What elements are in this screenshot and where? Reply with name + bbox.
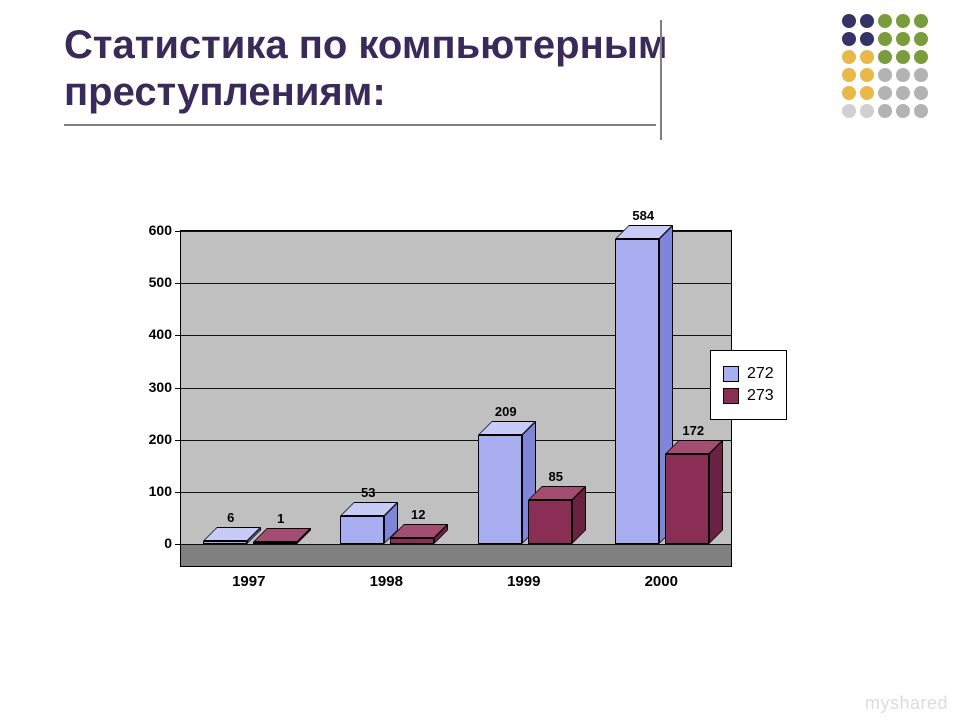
y-axis-label: 0 <box>132 535 172 551</box>
decor-dot <box>914 32 928 46</box>
legend-label: 273 <box>747 387 774 405</box>
decor-dot <box>878 104 892 118</box>
decor-dot <box>896 14 910 28</box>
bar-value-label: 584 <box>632 208 654 223</box>
legend-label: 272 <box>747 365 774 383</box>
decor-dot-grid <box>842 14 930 120</box>
chart-bar <box>665 440 723 544</box>
decor-dot <box>860 14 874 28</box>
y-axis-label: 400 <box>132 326 172 342</box>
legend-swatch <box>723 366 739 382</box>
chart-floor <box>181 544 731 566</box>
chart-bar <box>528 486 586 544</box>
decor-dot <box>842 14 856 28</box>
decor-dot <box>896 104 910 118</box>
chart-plot-area <box>180 230 732 567</box>
chart-bar <box>390 524 448 544</box>
y-tick <box>175 544 181 545</box>
y-tick <box>175 335 181 336</box>
bar-value-label: 53 <box>361 485 375 500</box>
bar-value-label: 172 <box>682 423 704 438</box>
x-axis-label: 2000 <box>645 573 678 590</box>
y-tick <box>175 283 181 284</box>
y-tick <box>175 388 181 389</box>
decor-dot <box>842 32 856 46</box>
decor-dot <box>878 14 892 28</box>
decor-dot <box>842 50 856 64</box>
bar-chart: 0100200300400500600199761199853121999209… <box>125 230 800 610</box>
decor-dot <box>878 32 892 46</box>
decor-dot <box>878 68 892 82</box>
decor-dot <box>878 50 892 64</box>
decor-dot <box>896 86 910 100</box>
y-tick <box>175 492 181 493</box>
watermark: myshared <box>865 693 948 714</box>
chart-legend: 272273 <box>710 350 787 420</box>
decor-dot <box>914 50 928 64</box>
decor-dot <box>878 86 892 100</box>
y-axis-label: 200 <box>132 431 172 447</box>
decor-dot <box>896 32 910 46</box>
chart-gridline <box>181 544 731 545</box>
decor-dot <box>914 86 928 100</box>
x-axis-label: 1998 <box>370 573 403 590</box>
decor-dot <box>842 104 856 118</box>
title-vertical-line <box>660 20 662 140</box>
y-axis-label: 500 <box>132 274 172 290</box>
decor-dot <box>914 68 928 82</box>
decor-dot <box>842 86 856 100</box>
bar-value-label: 85 <box>549 469 563 484</box>
bar-value-label: 6 <box>227 510 234 525</box>
decor-dot <box>896 68 910 82</box>
decor-dot <box>860 50 874 64</box>
decor-dot <box>896 50 910 64</box>
decor-dot <box>914 14 928 28</box>
y-axis-label: 300 <box>132 379 172 395</box>
decor-dot <box>860 104 874 118</box>
legend-item: 273 <box>723 387 774 405</box>
title-underline <box>64 124 656 126</box>
decor-dot <box>860 32 874 46</box>
bar-value-label: 1 <box>277 511 284 526</box>
y-axis-label: 600 <box>132 222 172 238</box>
decor-dot <box>860 86 874 100</box>
bar-value-label: 12 <box>411 507 425 522</box>
y-tick <box>175 440 181 441</box>
legend-item: 272 <box>723 365 774 383</box>
decor-dot <box>914 104 928 118</box>
chart-bar <box>253 528 311 544</box>
decor-dot <box>860 68 874 82</box>
page-title: Статистика по компьютерным преступлениям… <box>64 22 960 116</box>
y-axis-label: 100 <box>132 483 172 499</box>
decor-dot <box>842 68 856 82</box>
x-axis-label: 1997 <box>232 573 265 590</box>
y-tick <box>175 231 181 232</box>
legend-swatch <box>723 388 739 404</box>
x-axis-label: 1999 <box>507 573 540 590</box>
bar-value-label: 209 <box>495 404 517 419</box>
